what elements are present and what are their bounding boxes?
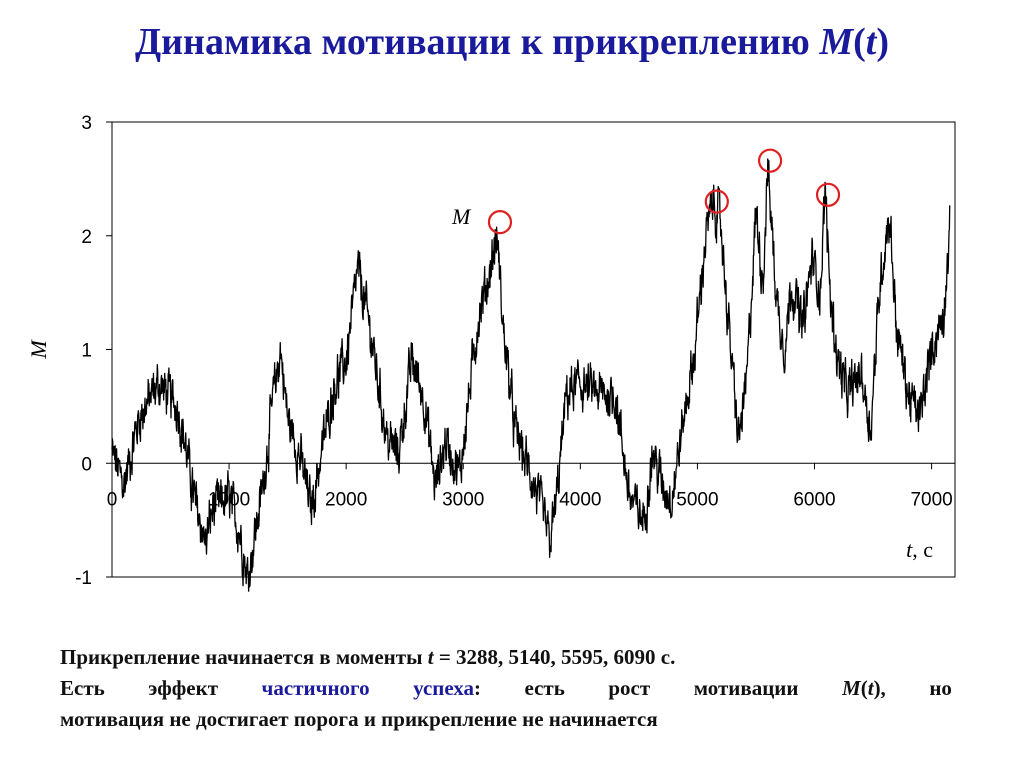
description-line-3: мотивация не достигает порога и прикрепл… [60, 707, 658, 731]
description-line-2: Есть эффект частичного успеха: есть рост мотив… [60, 673, 952, 704]
x-tick-label: 2000 [325, 489, 367, 510]
attachment-marker-circle [815, 182, 841, 207]
page-title: Динамика мотивации к прикреплению M(t) [0, 20, 1024, 64]
x-axis-label: t, с [906, 537, 933, 562]
line2-word-tail: : [474, 676, 481, 700]
x-axis-label-unit: , с [912, 537, 933, 562]
line1-text-b: = 3288, 5140, 5595, 6090 с. [433, 645, 676, 669]
x-tick-label: 1000 [208, 489, 250, 510]
line2-word: мотивации [694, 673, 799, 704]
y-tick-label: 1 [81, 341, 92, 362]
title-close-paren: ) [876, 21, 889, 63]
y-tick-label: 3 [81, 113, 92, 134]
x-axis-label-var: t [906, 537, 913, 562]
y-tick-label: 2 [81, 227, 92, 248]
line2-word: есть [525, 673, 565, 704]
line2-word-text: рост [608, 676, 651, 700]
line2-word: но [929, 673, 952, 704]
description: Прикрепление начинается в моменты t = 32… [60, 642, 952, 735]
attachment-marker-circle [757, 148, 783, 173]
line2-word-text: но [929, 676, 952, 700]
attachment-marker-circle [704, 189, 729, 214]
line2-word-text: частичного [261, 676, 370, 700]
x-tick-label: 0 [107, 489, 118, 510]
line2-word: эффект [148, 673, 218, 704]
line2-word-tail: ( [860, 676, 868, 700]
x-tick-label: 5000 [676, 489, 718, 510]
line1-var: t [427, 645, 434, 669]
line2-word-text: успеха [413, 676, 474, 700]
line2-word-tail-end: ), [873, 676, 886, 700]
line2-word: рост [608, 673, 650, 704]
line2-word: частичного [262, 673, 370, 704]
line1-text-a: Прикрепление начинается в моменты [60, 645, 428, 669]
title-open-paren: ( [853, 21, 866, 63]
line2-word-text: M [842, 676, 861, 700]
line2-word: Есть [60, 673, 105, 704]
x-tick-label: 4000 [559, 489, 601, 510]
title-arg: t [865, 21, 877, 63]
title-text: Динамика мотивации к прикреплению [135, 21, 820, 63]
line2-word: M(t), [842, 673, 886, 704]
line2-word-text: мотивации [693, 676, 799, 700]
line2-word-tail-var: t [867, 676, 874, 700]
series-line-m [111, 158, 951, 592]
y-tick-label: 0 [81, 454, 92, 475]
y-axis-label: M [26, 339, 51, 360]
line2-word-text: есть [524, 676, 565, 700]
motivation-chart: -1 0 1 2 3 0 1000 2000 3000 4000 5000 6000 7000 M Mt, … [26, 113, 956, 592]
series-label: M [451, 204, 472, 229]
description-line-1: Прикрепление начинается в моменты t = 32… [60, 642, 952, 673]
line2-word: успеха: [413, 673, 481, 704]
y-tick-label: -1 [75, 568, 92, 589]
x-tick-label: 7000 [910, 489, 952, 510]
x-tick-label: 6000 [793, 489, 835, 510]
title-var: M [819, 21, 854, 63]
x-tick-label: 3000 [442, 489, 484, 510]
attachment-marker-circle [487, 209, 513, 235]
line2-word-text: Есть [60, 676, 105, 700]
line2-word-text: эффект [148, 676, 219, 700]
